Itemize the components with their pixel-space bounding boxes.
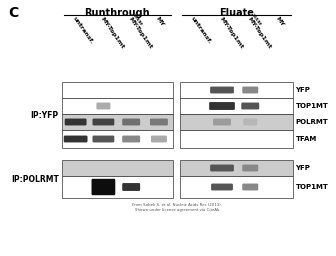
Text: MY: MY xyxy=(155,16,165,28)
Text: Y559F: Y559F xyxy=(250,12,261,26)
Bar xyxy=(180,176,293,198)
Text: Y559F: Y559F xyxy=(131,12,142,26)
FancyBboxPatch shape xyxy=(96,103,111,110)
Text: untransf.: untransf. xyxy=(190,16,212,45)
Bar xyxy=(180,82,293,98)
Text: POLRMT: POLRMT xyxy=(296,119,328,125)
Text: TFAM: TFAM xyxy=(296,136,317,142)
Bar xyxy=(180,114,293,130)
Text: MY: MY xyxy=(275,16,285,28)
Text: Runthrough: Runthrough xyxy=(84,8,150,18)
FancyBboxPatch shape xyxy=(241,103,259,110)
Bar xyxy=(62,160,173,176)
FancyBboxPatch shape xyxy=(122,135,140,142)
FancyBboxPatch shape xyxy=(150,119,168,125)
FancyBboxPatch shape xyxy=(122,183,140,191)
Text: From Sobek S. et al. Nucleic Acids Res (2013).
Shown under license agreement via: From Sobek S. et al. Nucleic Acids Res (… xyxy=(132,203,222,212)
Bar xyxy=(62,176,173,198)
Text: MY-Top1mt: MY-Top1mt xyxy=(99,16,125,50)
Text: YFP: YFP xyxy=(296,165,310,171)
Text: MY-Top1mt: MY-Top1mt xyxy=(246,16,272,50)
Bar xyxy=(180,130,293,148)
Text: TOP1MT: TOP1MT xyxy=(296,103,328,109)
Text: TOP1MT: TOP1MT xyxy=(296,184,328,190)
Text: IP:POLRMT: IP:POLRMT xyxy=(11,175,59,184)
Text: YFP: YFP xyxy=(296,87,310,93)
FancyBboxPatch shape xyxy=(242,87,258,93)
Bar xyxy=(62,114,173,130)
FancyBboxPatch shape xyxy=(64,135,87,142)
FancyBboxPatch shape xyxy=(122,119,140,125)
FancyBboxPatch shape xyxy=(213,119,231,125)
Text: MY-Top1mt: MY-Top1mt xyxy=(218,16,244,50)
Text: IP:YFP: IP:YFP xyxy=(31,111,59,120)
FancyBboxPatch shape xyxy=(210,165,234,172)
FancyBboxPatch shape xyxy=(151,135,167,142)
FancyBboxPatch shape xyxy=(242,184,258,190)
FancyBboxPatch shape xyxy=(210,87,234,93)
Text: MY-Top1mt: MY-Top1mt xyxy=(127,16,153,50)
Text: Eluate: Eluate xyxy=(219,8,254,18)
Text: untransf.: untransf. xyxy=(72,16,94,45)
FancyBboxPatch shape xyxy=(92,135,114,142)
FancyBboxPatch shape xyxy=(65,119,87,125)
FancyBboxPatch shape xyxy=(209,102,235,110)
FancyBboxPatch shape xyxy=(211,184,233,190)
Bar xyxy=(62,130,173,148)
Text: C: C xyxy=(8,6,18,20)
Bar xyxy=(62,98,173,114)
FancyBboxPatch shape xyxy=(92,119,114,125)
FancyBboxPatch shape xyxy=(243,119,257,125)
FancyBboxPatch shape xyxy=(242,165,258,172)
Bar xyxy=(180,160,293,176)
FancyBboxPatch shape xyxy=(91,179,115,195)
Bar xyxy=(180,98,293,114)
Bar xyxy=(62,82,173,98)
